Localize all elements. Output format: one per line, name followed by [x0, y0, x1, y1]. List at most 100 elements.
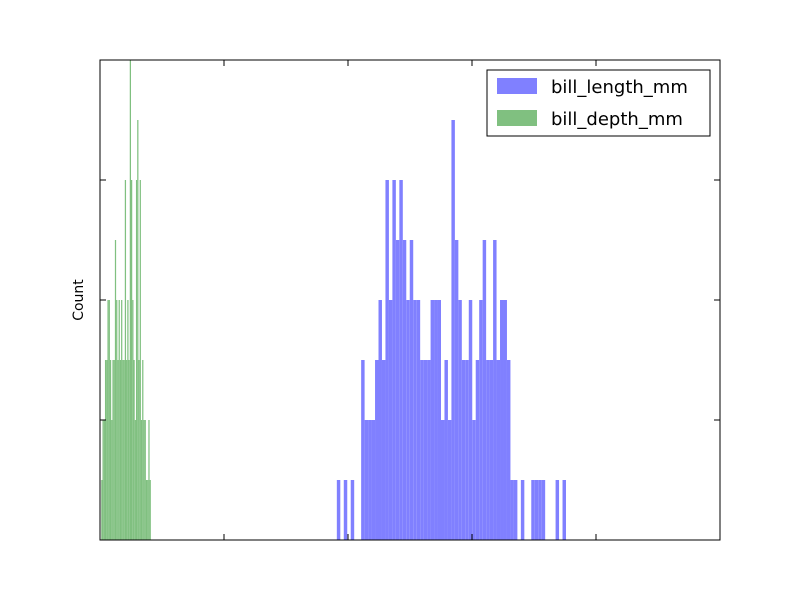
- histogram-bar-bill-depth: [113, 360, 115, 540]
- histogram-bar-bill-length: [503, 300, 507, 540]
- y-axis-label: Count: [71, 279, 87, 321]
- histogram-bar-bill-length: [479, 300, 483, 540]
- histogram-bar-bill-depth: [119, 360, 122, 540]
- histogram-bar-bill-length: [368, 420, 372, 540]
- histogram-bar-bill-length: [506, 360, 511, 540]
- histogram-bar-bill-depth: [126, 360, 128, 540]
- histogram-bar-bill-length: [437, 300, 441, 540]
- histogram-bar-bill-length: [451, 120, 455, 540]
- histogram-bar-bill-length: [388, 300, 393, 540]
- histogram-bar-bill-depth: [147, 480, 149, 540]
- histogram-bar-bill-length: [434, 300, 438, 540]
- histogram-bar-bill-depth: [103, 420, 105, 540]
- plot-frame: [99, 59, 721, 541]
- histogram-bar-bill-depth: [118, 300, 120, 540]
- histogram-bar-bill-length: [489, 360, 494, 540]
- histogram-bar-bill-depth: [111, 420, 113, 540]
- histogram-bar-bill-length: [468, 300, 473, 540]
- histogram-bar-bill-length: [500, 300, 504, 540]
- histogram-bar-bill-depth: [142, 360, 144, 540]
- ticks-layer: [100, 60, 720, 540]
- histogram-bar-bill-depth: [134, 420, 136, 540]
- histogram-bar-bill-length: [381, 360, 386, 540]
- histogram-bar-bill-depth: [132, 300, 134, 540]
- histogram-bar-bill-length: [520, 480, 525, 540]
- histogram-bar-bill-length: [461, 360, 466, 540]
- histogram-bar-bill-length: [496, 360, 501, 540]
- histogram-bar-bill-depth: [114, 240, 117, 540]
- histogram-bar-bill-depth: [144, 420, 146, 540]
- histogram-bar-bill-depth: [108, 300, 110, 540]
- histogram-bar-bill-depth: [101, 480, 103, 540]
- histogram-bar-bill-length: [555, 480, 560, 540]
- histogram-bar-bill-length: [562, 480, 566, 540]
- histogram-bar-bill-length: [427, 360, 431, 540]
- legend-swatch-bill-depth: [497, 110, 537, 126]
- histogram-bar-bill-length: [385, 180, 389, 540]
- histogram-bar-bill-length: [444, 360, 448, 540]
- histogram-bar-bill-length: [447, 420, 452, 540]
- histogram-bar-bill-depth: [148, 420, 150, 540]
- histogram-bar-bill-length: [399, 180, 403, 540]
- histogram-bar-bill-length: [423, 360, 428, 540]
- legend-swatch-bill-length: [497, 78, 537, 94]
- legend-label-bill-depth: bill_depth_mm: [551, 109, 683, 130]
- histogram-bar-bill-length: [364, 420, 369, 540]
- histogram-bar-bill-length: [458, 300, 462, 540]
- histogram-bar-bill-depth: [128, 360, 130, 540]
- histogram-bar-bill-depth: [106, 360, 108, 540]
- histogram-bar-bill-length: [395, 240, 400, 540]
- histogram-bar-bill-length: [538, 480, 542, 540]
- histogram-bar-bill-length: [493, 240, 497, 540]
- histogram-bar-bill-length: [472, 420, 476, 540]
- histogram-bar-bill-depth: [124, 180, 127, 540]
- histogram-bar-bill-length: [441, 420, 445, 540]
- histogram-bar-bill-length: [482, 240, 487, 540]
- histogram-bar-bill-depth: [123, 360, 125, 540]
- legend-label-bill-length: bill_length_mm: [551, 77, 688, 98]
- histogram-bar-bill-depth: [137, 120, 139, 540]
- histogram-bar-bill-length: [350, 480, 355, 540]
- histogram-bar-bill-length: [541, 480, 546, 540]
- histogram-bar-bill-depth: [135, 180, 138, 540]
- histogram-bar-bill-length: [416, 300, 421, 540]
- histogram-bar-bill-depth: [107, 300, 109, 540]
- histogram-bar-bill-depth: [102, 420, 104, 540]
- histogram-bar-bill-depth: [117, 360, 119, 540]
- histogram-bar-bill-depth: [140, 420, 143, 540]
- histogram-bar-bill-depth: [149, 480, 151, 540]
- histogram-bar-bill-depth: [129, 60, 131, 540]
- histogram-bar-bill-length: [513, 480, 518, 540]
- histogram-bar-bill-length: [420, 360, 424, 540]
- histogram-bar-bill-length: [378, 300, 382, 540]
- histogram-bar-bill-length: [454, 240, 459, 540]
- histogram-bar-bill-depth: [145, 480, 148, 540]
- histogram-bar-bill-depth: [131, 180, 133, 540]
- histogram-bar-bill-depth: [109, 360, 112, 540]
- histogram-bar-bill-length: [413, 300, 417, 540]
- histogram-bar-bill-depth: [139, 180, 141, 540]
- legend: bill_length_mm bill_depth_mm: [486, 69, 711, 137]
- histogram-bar-bill-depth: [127, 300, 129, 540]
- histogram-bar-bill-length: [402, 240, 407, 540]
- histogram-bar-bill-depth: [121, 300, 123, 540]
- histogram-bar-bill-length: [430, 300, 435, 540]
- histogram-bar-bill-length: [510, 480, 514, 540]
- histogram-bar-bill-length: [486, 360, 490, 540]
- histogram-bar-bill-length: [361, 360, 365, 540]
- histogram-bar-bill-depth: [143, 420, 145, 540]
- histogram-bar-bill-depth: [112, 360, 114, 540]
- histogram-bar-bill-length: [534, 480, 539, 540]
- histogram-bar-bill-length: [371, 420, 376, 540]
- histogram-bar-bill-length: [475, 360, 480, 540]
- histogram-bar-bill-length: [406, 300, 410, 540]
- histogram-bar-bill-depth: [104, 360, 107, 540]
- histogram-bar-bill-length: [465, 360, 469, 540]
- histogram-bar-bill-depth: [116, 300, 118, 540]
- histogram-bar-bill-length: [531, 480, 535, 540]
- histogram-bar-bill-length: [375, 360, 379, 540]
- histogram-bar-bill-depth: [133, 360, 135, 540]
- histogram-bar-bill-depth: [122, 360, 124, 540]
- histogram-bar-bill-length: [392, 180, 396, 540]
